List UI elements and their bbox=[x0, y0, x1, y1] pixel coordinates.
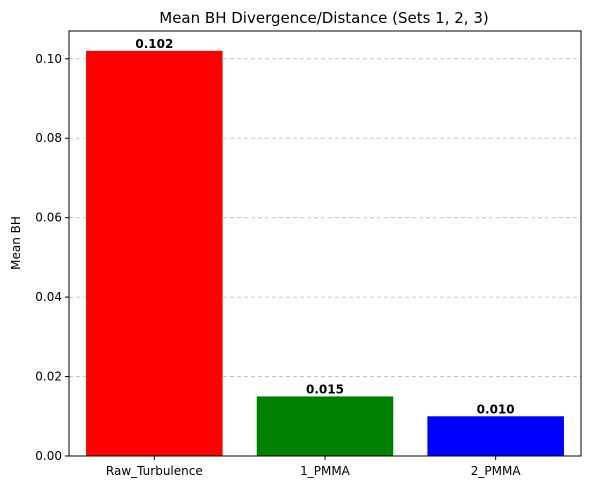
bar-2-pmma bbox=[427, 416, 564, 456]
chart-title: Mean BH Divergence/Distance (Sets 1, 2, … bbox=[159, 9, 488, 27]
y-tick-label: 0.08 bbox=[35, 131, 62, 145]
bars bbox=[86, 50, 564, 457]
y-axis-ticks: 0.00 0.02 0.04 0.06 0.08 0.10 bbox=[35, 52, 69, 463]
y-tick-label: 0.02 bbox=[35, 370, 62, 384]
bar-value-label: 0.015 bbox=[306, 382, 344, 396]
value-labels: 0.102 0.015 0.010 bbox=[135, 37, 514, 416]
y-tick-label: 0.10 bbox=[35, 52, 62, 66]
y-tick-label: 0.06 bbox=[35, 211, 62, 225]
x-tick-label: 1_PMMA bbox=[300, 464, 351, 478]
y-tick-label: 0.04 bbox=[35, 290, 62, 304]
x-tick-label: Raw_Turbulence bbox=[106, 464, 203, 478]
x-axis-ticks: Raw_Turbulence 1_PMMA 2_PMMA bbox=[106, 456, 521, 478]
bar-1-pmma bbox=[256, 396, 394, 456]
y-axis-label: Mean BH bbox=[9, 216, 23, 270]
bar-raw-turbulence bbox=[86, 50, 223, 457]
y-tick-label: 0.00 bbox=[35, 449, 62, 463]
x-tick-label: 2_PMMA bbox=[471, 464, 522, 478]
bar-value-label: 0.102 bbox=[135, 37, 173, 51]
bar-value-label: 0.010 bbox=[477, 402, 515, 416]
